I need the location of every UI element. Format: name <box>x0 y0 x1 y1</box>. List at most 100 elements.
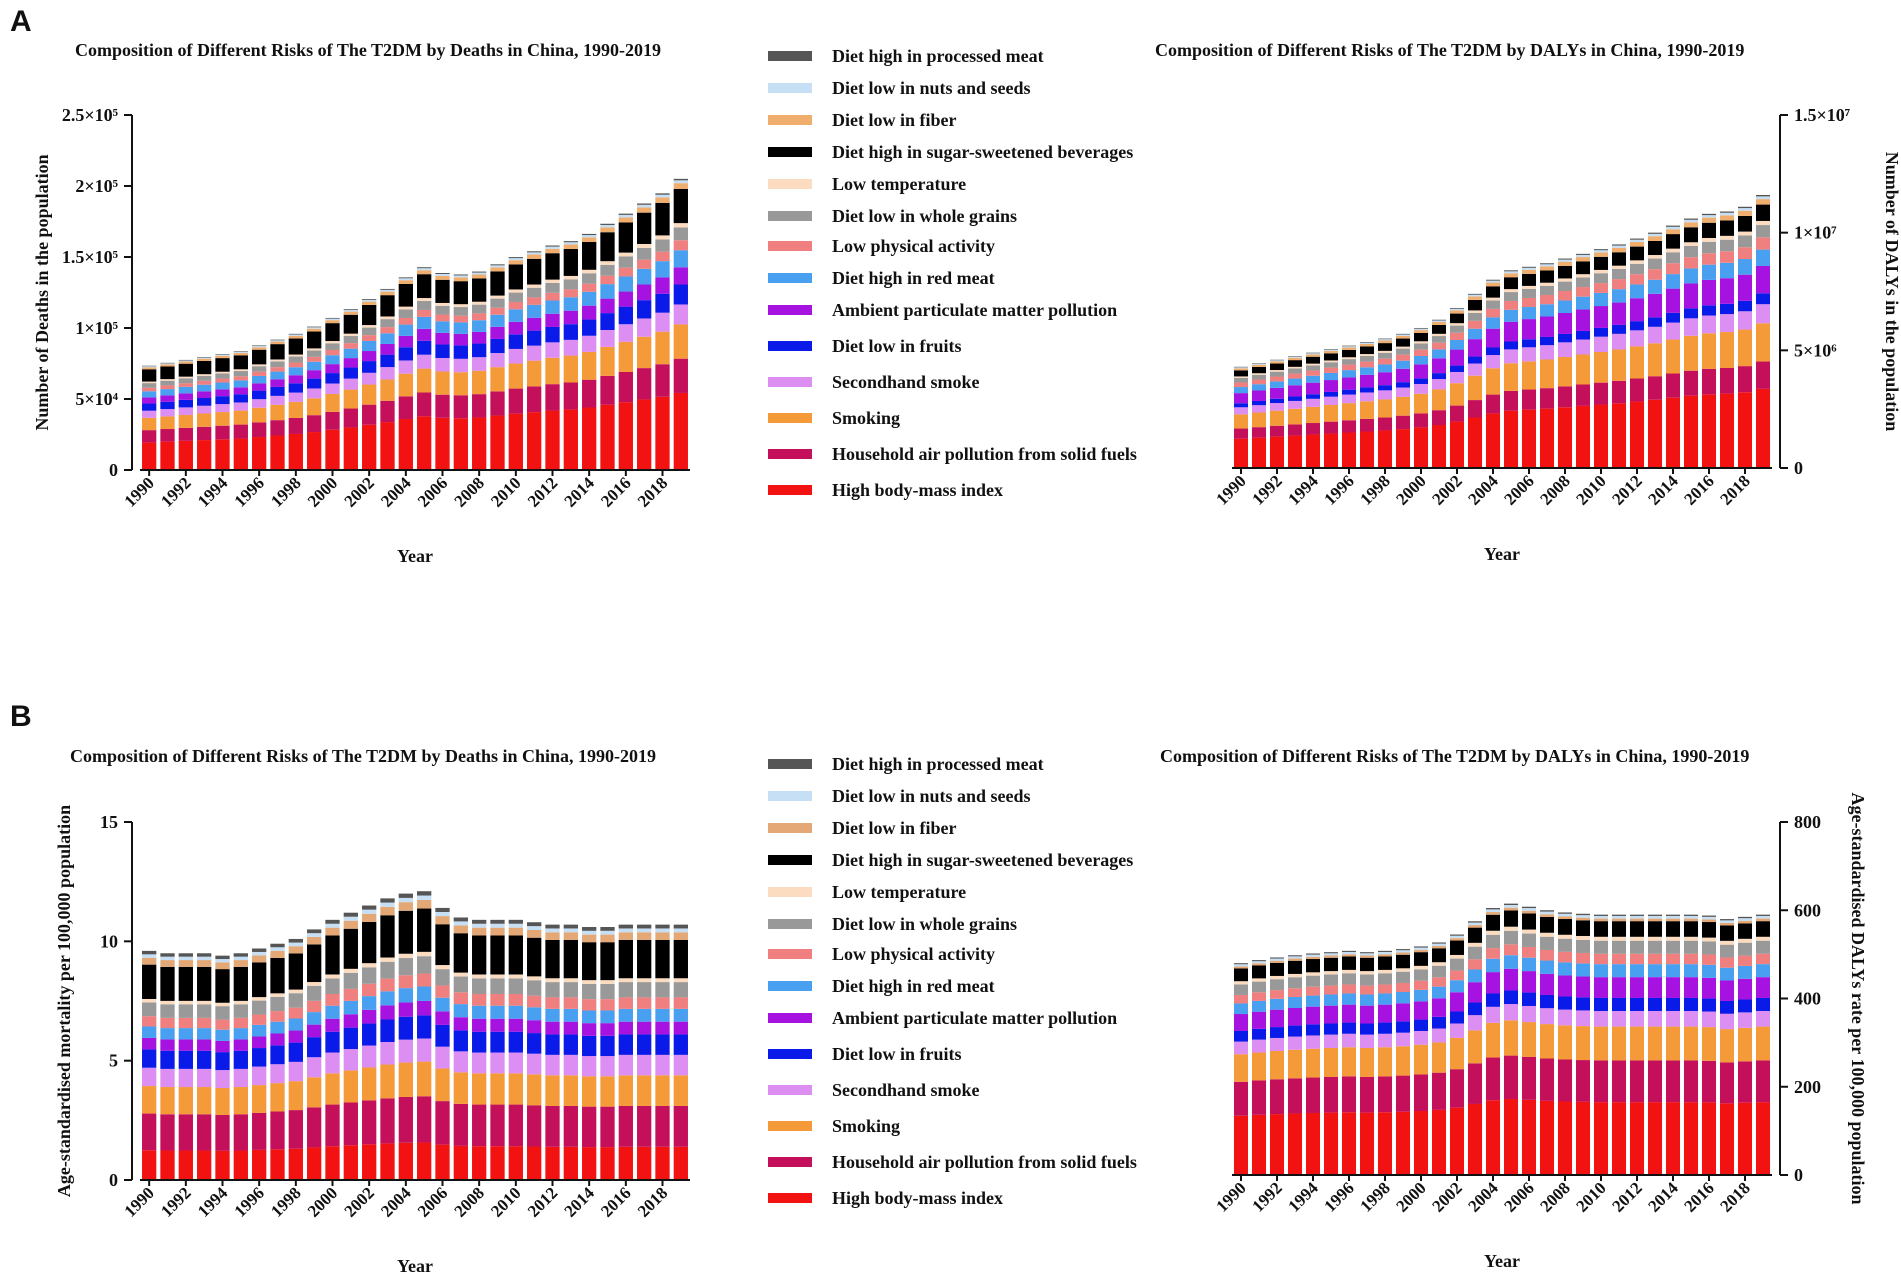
bar-segment <box>618 256 633 268</box>
bar-segment <box>582 305 597 320</box>
legend-label: Diet high in processed meat <box>832 46 1044 66</box>
bar-segment <box>1629 260 1645 264</box>
bar-segment <box>527 929 542 938</box>
bar-segment <box>307 933 322 937</box>
bar-segment <box>233 352 248 356</box>
y-tick-label: 1.5×10⁵ <box>62 247 119 267</box>
bar-segment <box>1683 227 1699 243</box>
bar-segment <box>362 361 377 373</box>
bar-segment <box>1737 1012 1753 1028</box>
bar-segment <box>1251 390 1267 401</box>
bar-segment <box>472 919 487 924</box>
bar-segment <box>618 291 633 307</box>
bar-segment <box>1341 1076 1357 1113</box>
bar-segment <box>472 278 487 302</box>
bar-segment <box>1701 1011 1717 1028</box>
bar-segment <box>673 932 688 940</box>
x-tick-label: 2018 <box>634 473 671 510</box>
bar-segment <box>1701 333 1717 369</box>
bar-segment <box>490 978 505 994</box>
stacked-bar <box>1755 195 1771 468</box>
bar-segment <box>563 939 578 979</box>
bar-segment <box>142 430 157 443</box>
bar-segment <box>380 1019 395 1042</box>
bar-segment <box>1431 342 1447 350</box>
bar-segment <box>288 356 303 363</box>
bar-segment <box>1683 953 1699 965</box>
bar-segment <box>1665 914 1681 916</box>
bar-segment <box>380 291 395 296</box>
bar-segment <box>1665 915 1681 919</box>
bar-segment <box>1521 908 1537 911</box>
bar-segment <box>325 429 340 470</box>
bar-segment <box>398 1142 413 1180</box>
bar-segment <box>307 982 322 986</box>
bar-segment <box>1413 332 1429 342</box>
stacked-bar <box>1359 342 1375 468</box>
bar-segment <box>673 928 688 933</box>
bar-segment <box>233 387 248 395</box>
bar-segment <box>142 383 157 388</box>
bar-segment <box>1611 953 1627 965</box>
bar-segment <box>307 1107 322 1148</box>
bar-segment <box>398 975 413 989</box>
y-axis-label: Number of DALYs in the population <box>1882 152 1901 432</box>
bar-segment <box>1683 918 1699 922</box>
bar-segment <box>527 345 542 361</box>
bar-segment <box>1485 972 1501 994</box>
bar-segment <box>1431 324 1447 334</box>
bar-segment <box>1593 292 1609 307</box>
bar-segment <box>1611 1060 1627 1103</box>
bar-segment <box>1341 954 1357 957</box>
bar-segment <box>435 279 450 303</box>
bar-segment <box>325 383 340 394</box>
bar-segment <box>1719 1013 1735 1030</box>
bar-segment <box>270 947 285 951</box>
bar-segment <box>673 978 688 983</box>
bar-segment <box>1683 997 1699 1011</box>
bar-segment <box>637 212 652 244</box>
bar-segment <box>600 1056 615 1077</box>
bar-segment <box>1575 330 1591 340</box>
bar-segment <box>178 393 193 400</box>
bar-segment <box>1665 1026 1681 1061</box>
bar-segment <box>1683 940 1699 954</box>
bar-segment <box>453 275 468 278</box>
bar-segment <box>1305 954 1321 957</box>
bar-segment <box>655 396 670 470</box>
bar-segment <box>252 997 267 1001</box>
bar-segment <box>655 235 670 240</box>
bar-segment <box>1449 970 1465 981</box>
bar-segment <box>1521 361 1537 390</box>
bar-segment <box>582 980 597 984</box>
bar-segment <box>288 1042 303 1062</box>
bar-segment <box>1413 349 1429 356</box>
bar-segment <box>233 1150 248 1180</box>
stacked-bar <box>1323 349 1339 468</box>
bar-segment <box>1341 359 1357 365</box>
bar-segment <box>1593 940 1609 954</box>
bar-segment <box>472 304 487 314</box>
stacked-bar <box>417 891 432 1180</box>
bar-segment <box>1719 278 1735 304</box>
bar-segment <box>673 1075 688 1106</box>
bar-segment <box>1737 215 1753 232</box>
bar-segment <box>1593 997 1609 1011</box>
bar-segment <box>1305 354 1321 357</box>
bar-segment <box>1557 975 1573 997</box>
bar-segment <box>197 1028 212 1040</box>
bar-segment <box>325 373 340 384</box>
bar-segment <box>1287 435 1303 468</box>
bar-segment <box>582 233 597 236</box>
bar-segment <box>545 279 560 283</box>
y-tick-label: 2×10⁵ <box>75 176 118 196</box>
bar-segment <box>215 1070 230 1089</box>
bar-segment <box>453 274 468 276</box>
bar-segment <box>1485 1022 1501 1058</box>
bar-segment <box>1575 963 1591 977</box>
bar-segment <box>1701 222 1717 238</box>
bar-segment <box>197 360 212 375</box>
bar-segment <box>417 316 432 329</box>
bar-segment <box>472 1005 487 1019</box>
bar-segment <box>1521 266 1537 268</box>
